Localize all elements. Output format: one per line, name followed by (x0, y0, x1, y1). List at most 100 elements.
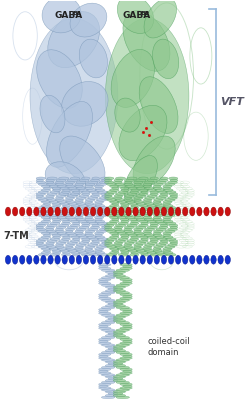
Ellipse shape (147, 210, 157, 213)
Ellipse shape (56, 230, 64, 233)
Ellipse shape (144, 218, 154, 221)
Ellipse shape (131, 251, 139, 254)
Text: B2: B2 (140, 11, 149, 16)
Ellipse shape (123, 280, 132, 283)
Ellipse shape (144, 212, 154, 215)
Ellipse shape (120, 327, 132, 330)
Ellipse shape (41, 220, 51, 223)
Ellipse shape (102, 299, 115, 301)
Ellipse shape (105, 361, 118, 363)
Ellipse shape (116, 359, 130, 361)
Ellipse shape (150, 191, 158, 193)
Ellipse shape (120, 308, 132, 311)
Ellipse shape (75, 245, 84, 248)
Ellipse shape (143, 199, 152, 201)
Ellipse shape (116, 224, 126, 227)
Ellipse shape (99, 353, 111, 356)
Ellipse shape (36, 177, 46, 180)
Ellipse shape (163, 232, 172, 235)
Ellipse shape (163, 247, 172, 250)
Ellipse shape (62, 253, 70, 256)
Ellipse shape (95, 189, 105, 191)
Ellipse shape (75, 247, 83, 250)
Ellipse shape (105, 316, 118, 318)
Ellipse shape (99, 264, 111, 266)
Ellipse shape (134, 214, 141, 217)
Circle shape (126, 256, 131, 264)
Ellipse shape (113, 301, 126, 303)
Ellipse shape (100, 208, 110, 211)
Circle shape (12, 256, 18, 264)
Ellipse shape (150, 177, 158, 180)
Ellipse shape (108, 288, 118, 290)
Ellipse shape (49, 216, 59, 219)
Ellipse shape (136, 218, 146, 221)
Circle shape (69, 256, 74, 264)
Ellipse shape (52, 236, 61, 239)
Ellipse shape (127, 193, 137, 195)
Ellipse shape (169, 224, 178, 227)
Circle shape (83, 256, 89, 264)
Ellipse shape (99, 181, 109, 184)
Circle shape (225, 207, 230, 216)
Ellipse shape (116, 396, 130, 399)
Ellipse shape (46, 183, 56, 186)
Ellipse shape (56, 199, 64, 201)
Ellipse shape (105, 364, 118, 367)
Ellipse shape (134, 212, 143, 215)
Ellipse shape (36, 208, 46, 211)
Ellipse shape (79, 220, 89, 223)
Ellipse shape (38, 206, 48, 209)
Ellipse shape (112, 218, 119, 221)
Ellipse shape (130, 222, 139, 225)
Ellipse shape (110, 220, 119, 223)
Ellipse shape (169, 240, 178, 242)
Ellipse shape (114, 226, 123, 229)
Ellipse shape (160, 177, 168, 180)
Ellipse shape (116, 208, 126, 211)
Ellipse shape (118, 206, 128, 209)
Ellipse shape (99, 323, 111, 326)
Ellipse shape (62, 206, 70, 209)
Text: B1: B1 (72, 11, 81, 16)
Ellipse shape (154, 199, 163, 201)
Ellipse shape (38, 191, 48, 193)
Ellipse shape (56, 243, 63, 246)
Ellipse shape (99, 327, 111, 330)
Ellipse shape (52, 204, 61, 207)
Ellipse shape (128, 234, 138, 237)
Ellipse shape (116, 314, 130, 316)
Ellipse shape (110, 216, 119, 219)
Ellipse shape (75, 199, 84, 201)
Ellipse shape (75, 183, 84, 186)
Ellipse shape (153, 234, 162, 237)
Ellipse shape (134, 181, 143, 184)
Circle shape (5, 256, 11, 264)
Ellipse shape (44, 202, 51, 205)
Ellipse shape (105, 305, 118, 307)
Ellipse shape (107, 191, 117, 193)
Ellipse shape (41, 232, 51, 235)
Ellipse shape (82, 193, 90, 195)
Ellipse shape (52, 187, 61, 189)
Ellipse shape (99, 243, 109, 246)
Ellipse shape (56, 214, 64, 217)
Ellipse shape (147, 204, 157, 207)
Ellipse shape (156, 181, 166, 184)
Ellipse shape (150, 224, 158, 227)
Ellipse shape (36, 212, 46, 215)
Ellipse shape (67, 195, 78, 197)
Ellipse shape (114, 212, 122, 215)
Ellipse shape (147, 242, 157, 244)
Circle shape (147, 207, 152, 216)
Ellipse shape (127, 240, 137, 242)
Text: GABA: GABA (123, 11, 151, 20)
Ellipse shape (36, 224, 46, 227)
Circle shape (197, 256, 202, 264)
Ellipse shape (107, 214, 117, 217)
Ellipse shape (110, 189, 119, 191)
Circle shape (161, 256, 166, 264)
Ellipse shape (124, 214, 133, 217)
Ellipse shape (76, 218, 86, 221)
Ellipse shape (150, 253, 158, 256)
